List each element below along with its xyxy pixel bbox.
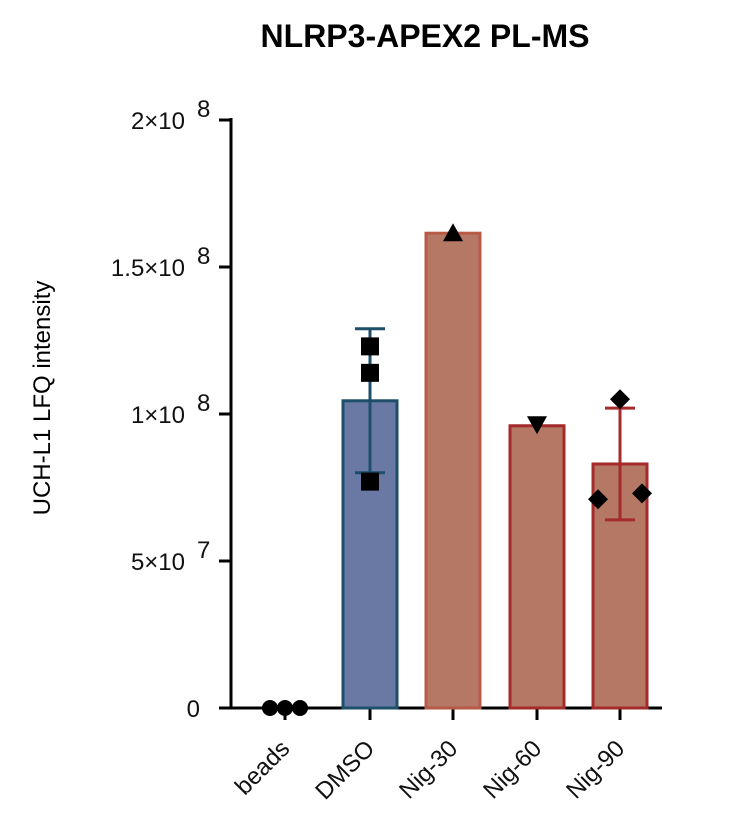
point-beads-1 xyxy=(262,700,278,716)
point-beads-3 xyxy=(292,700,308,716)
point-dmso-3 xyxy=(361,472,379,491)
x-tick-label-nig-30: Nig-30 xyxy=(394,735,463,804)
y-tick-label-1: 5×10 xyxy=(131,549,185,576)
y-tick-label-0: 0 xyxy=(187,696,200,723)
x-tick-label-beads: beads xyxy=(230,735,295,800)
y-tick-label-4: 2×10 xyxy=(131,108,185,135)
point-nig-60-1 xyxy=(527,416,547,435)
y-tick-label-2: 1×10 xyxy=(131,402,185,429)
chart-title: NLRP3-APEX2 PL-MS xyxy=(261,18,590,54)
y-tick-label-3: 1.5×10 xyxy=(111,255,185,282)
bar-nig-60 xyxy=(508,424,566,710)
bar-nig-30 xyxy=(424,231,482,710)
y-axis-label: UCH-L1 LFQ intensity xyxy=(29,281,56,516)
point-nig-90-2 xyxy=(588,489,608,510)
point-dmso-1 xyxy=(361,337,379,356)
point-beads-2 xyxy=(277,700,293,716)
data-points xyxy=(262,223,652,716)
point-nig-30-1 xyxy=(443,223,463,242)
x-tick-label-nig-60: Nig-60 xyxy=(478,735,547,804)
y-tick-exponent-1: 7 xyxy=(197,537,210,564)
point-dmso-2 xyxy=(361,363,379,382)
point-nig-90-1 xyxy=(610,389,630,410)
y-tick-exponent-2: 8 xyxy=(197,390,210,417)
x-tick-label-dmso: DMSO xyxy=(310,735,380,805)
y-tick-exponent-4: 8 xyxy=(197,96,210,123)
y-tick-exponent-3: 8 xyxy=(197,243,210,270)
x-tick-label-nig-90: Nig-90 xyxy=(561,735,630,804)
bars xyxy=(341,231,649,710)
point-nig-90-3 xyxy=(632,483,652,504)
